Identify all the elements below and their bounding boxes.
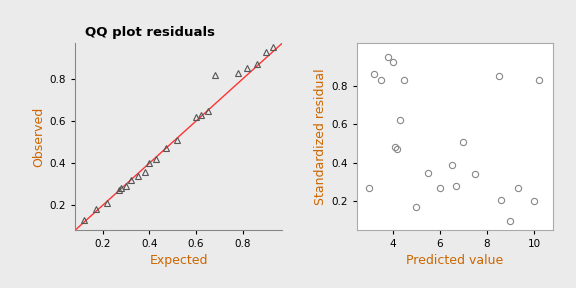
Y-axis label: Observed: Observed [32,107,45,167]
Text: QQ plot residuals: QQ plot residuals [85,26,215,39]
X-axis label: Predicted value: Predicted value [407,254,503,267]
X-axis label: Expected: Expected [149,254,208,267]
Y-axis label: Standardized residual: Standardized residual [314,69,327,205]
